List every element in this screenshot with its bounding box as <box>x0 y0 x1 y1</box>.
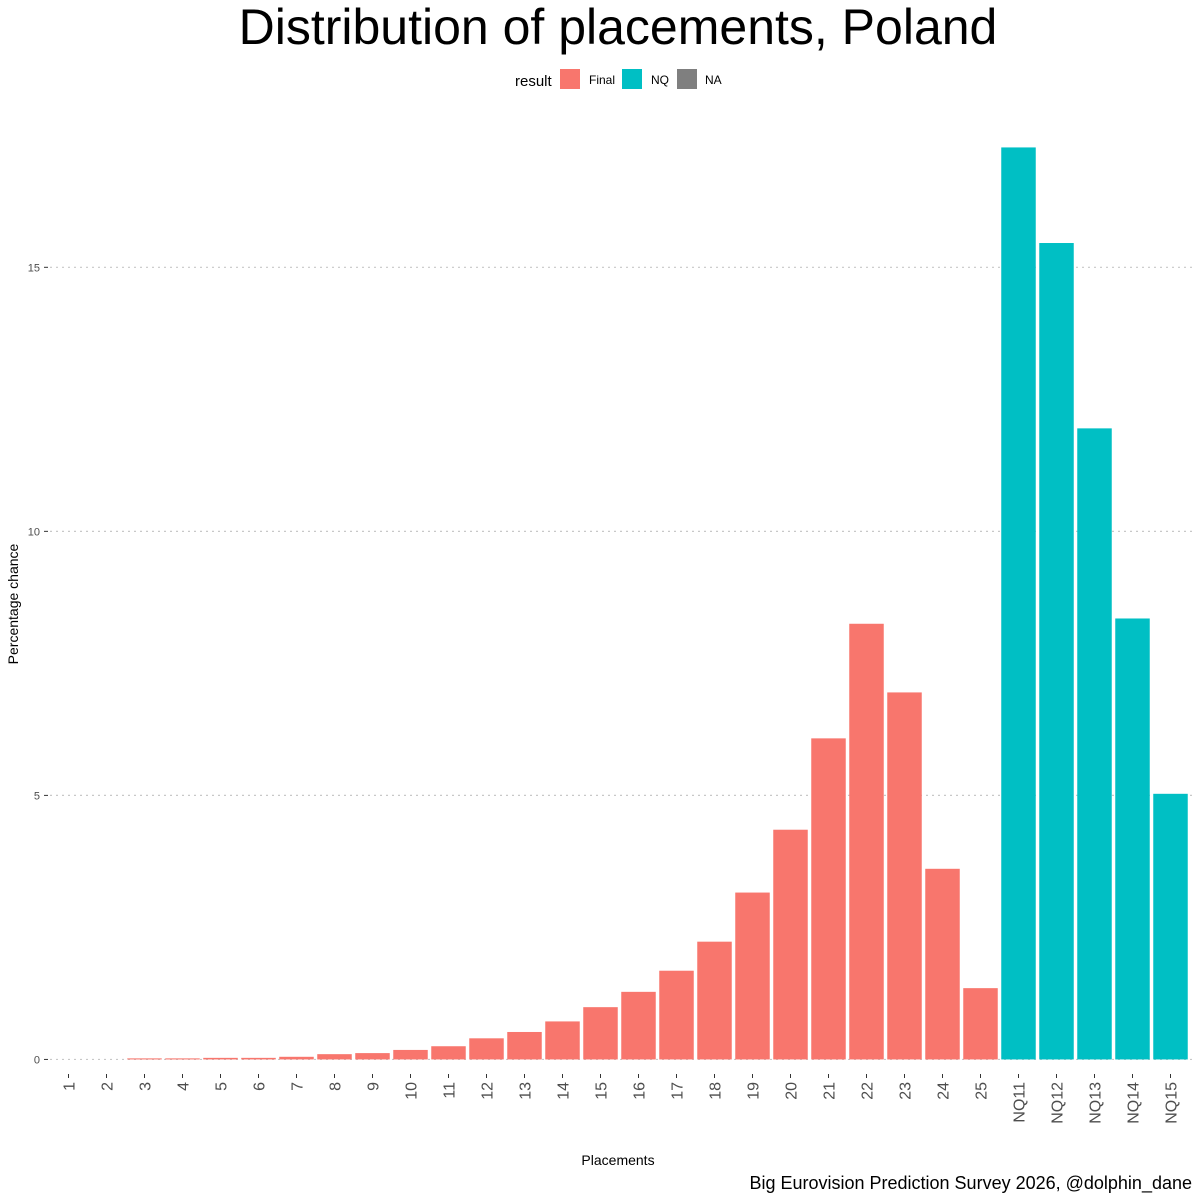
bar-18 <box>697 941 732 1060</box>
x-tick-label-13: 13 <box>518 1082 535 1100</box>
bar-4 <box>165 1058 200 1060</box>
x-tick-label-22: 22 <box>860 1082 877 1100</box>
bar-19 <box>735 892 770 1060</box>
x-tick-label-1: 1 <box>62 1082 79 1091</box>
bar-17 <box>659 970 694 1060</box>
y-axis-label: Percentage chance <box>5 543 21 664</box>
bar-11 <box>431 1046 466 1060</box>
bar-24 <box>925 868 960 1060</box>
x-tick-label-2: 2 <box>100 1082 117 1091</box>
x-tick-label-12: 12 <box>480 1082 497 1100</box>
bar-NQ11 <box>1001 147 1036 1060</box>
legend-label-na: NA <box>705 73 722 87</box>
x-tick-label-16: 16 <box>632 1082 649 1100</box>
bar-6 <box>241 1057 276 1060</box>
caption: Big Eurovision Prediction Survey 2026, @… <box>749 1173 1192 1194</box>
x-axis-ticks: 1 2 3 4 5 6 7 8 9 10 11 12 13 14 15 16 17 18 19 20 21 22 23 24 2… <box>62 1074 1181 1124</box>
bar-9 <box>355 1053 390 1060</box>
bar-13 <box>507 1031 542 1060</box>
x-tick-label-NQ15: NQ15 <box>1164 1082 1181 1124</box>
legend-swatch-na <box>677 69 697 89</box>
x-tick-label-15: 15 <box>594 1082 611 1100</box>
bar-NQ15 <box>1153 793 1188 1060</box>
bar-8 <box>317 1054 352 1060</box>
y-tick-label-15: 15 <box>28 262 40 274</box>
x-tick-label-5: 5 <box>214 1082 231 1091</box>
legend-label-nq: NQ <box>651 73 669 87</box>
bars <box>127 147 1188 1060</box>
bar-NQ13 <box>1077 428 1112 1060</box>
x-tick-label-NQ13: NQ13 <box>1088 1082 1105 1124</box>
y-axis-ticks: 0 5 10 15 <box>28 262 48 1066</box>
x-tick-label-NQ12: NQ12 <box>1050 1082 1067 1124</box>
x-tick-label-24: 24 <box>936 1082 953 1100</box>
x-tick-label-9: 9 <box>366 1082 383 1091</box>
x-tick-label-18: 18 <box>708 1082 725 1100</box>
bar-7 <box>279 1056 314 1060</box>
bar-NQ12 <box>1039 243 1074 1060</box>
x-tick-label-10: 10 <box>404 1082 421 1100</box>
bar-21 <box>811 738 846 1060</box>
x-tick-label-19: 19 <box>746 1082 763 1100</box>
legend-title: result <box>515 73 553 90</box>
legend-label-final: Final <box>589 73 615 87</box>
x-tick-label-14: 14 <box>556 1082 573 1100</box>
x-tick-label-23: 23 <box>898 1082 915 1100</box>
legend-swatch-nq <box>622 69 642 89</box>
legend-swatch-final <box>560 69 580 89</box>
bar-15 <box>583 1007 618 1060</box>
y-tick-label-5: 5 <box>34 790 40 802</box>
x-tick-label-4: 4 <box>176 1082 193 1091</box>
x-tick-label-3: 3 <box>138 1082 155 1091</box>
bar-10 <box>393 1049 428 1060</box>
bar-14 <box>545 1021 580 1060</box>
x-tick-label-NQ14: NQ14 <box>1126 1082 1143 1124</box>
bar-NQ14 <box>1115 618 1150 1060</box>
bar-22 <box>849 623 884 1060</box>
y-tick-label-0: 0 <box>34 1054 40 1066</box>
x-tick-label-NQ11: NQ11 <box>1012 1082 1029 1123</box>
y-tick-label-10: 10 <box>28 526 40 538</box>
bar-23 <box>887 692 922 1060</box>
legend: result Final NQ NA <box>515 69 722 90</box>
x-tick-label-8: 8 <box>328 1082 345 1091</box>
x-tick-label-7: 7 <box>290 1082 307 1091</box>
bar-20 <box>773 829 808 1060</box>
x-tick-label-11: 11 <box>442 1082 459 1099</box>
bar-12 <box>469 1038 504 1060</box>
bar-3 <box>127 1058 162 1060</box>
bar-25 <box>963 988 998 1060</box>
x-tick-label-17: 17 <box>670 1082 687 1100</box>
x-tick-label-20: 20 <box>784 1082 801 1100</box>
x-tick-label-25: 25 <box>974 1082 991 1100</box>
bar-16 <box>621 991 656 1060</box>
bar-5 <box>203 1057 238 1060</box>
x-tick-label-6: 6 <box>252 1082 269 1091</box>
chart-title: Distribution of placements, Poland <box>239 0 998 55</box>
x-axis-label: Placements <box>581 1152 654 1168</box>
x-tick-label-21: 21 <box>822 1082 839 1100</box>
